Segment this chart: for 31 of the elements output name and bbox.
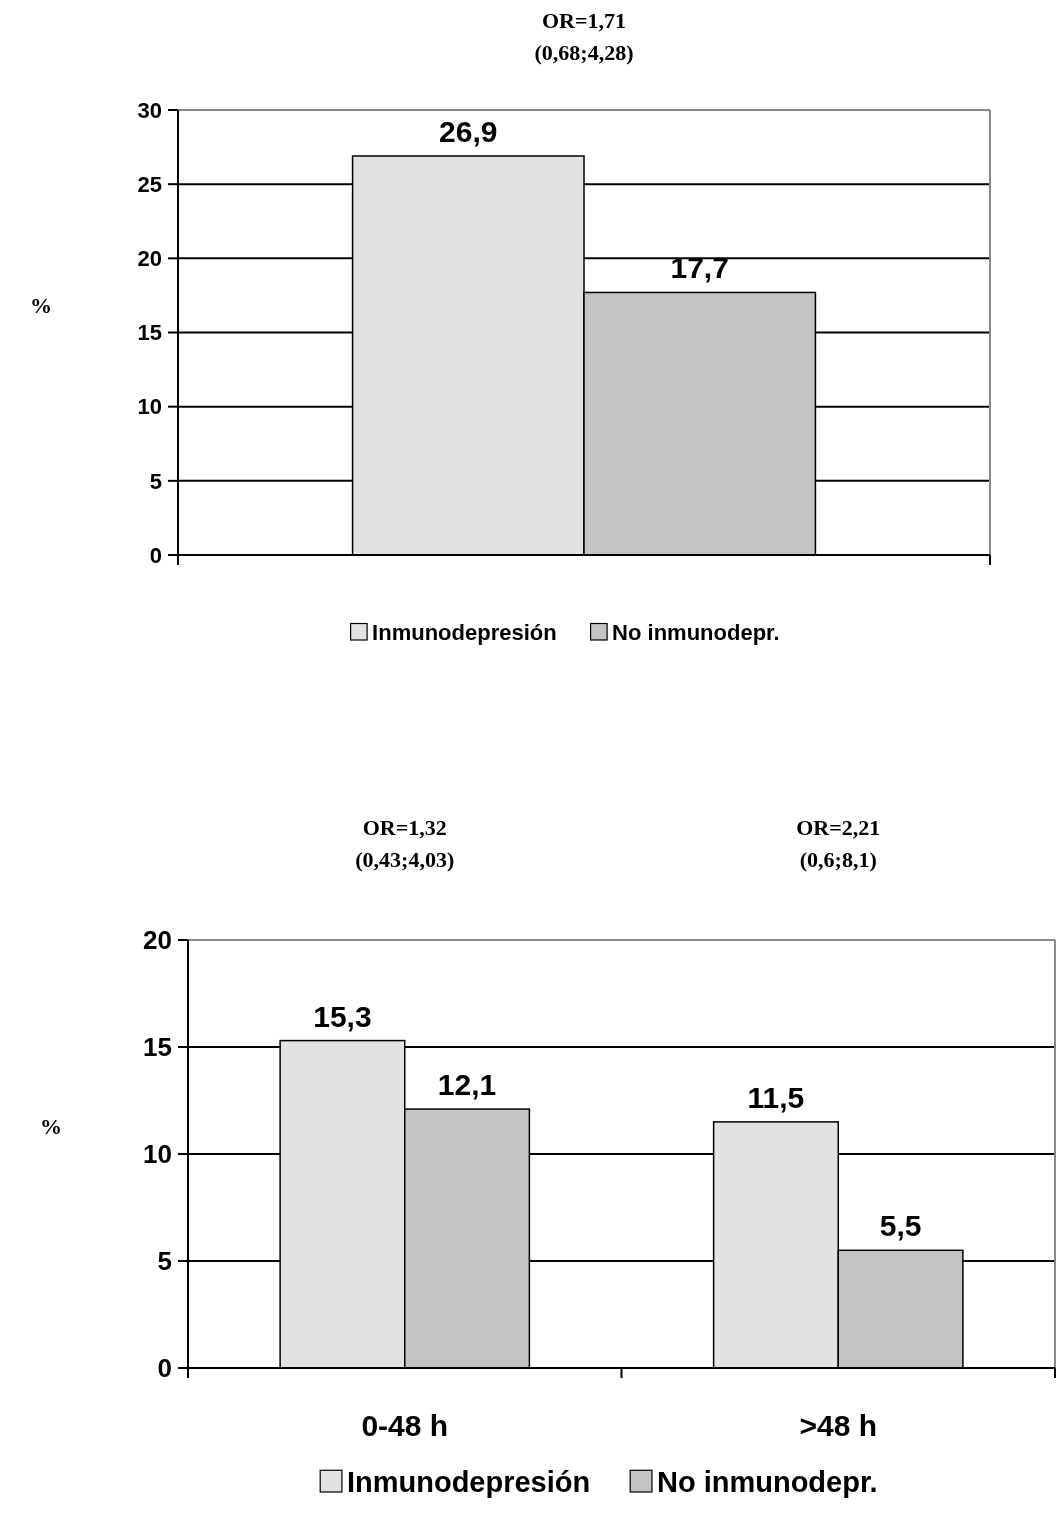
legend-label: No inmunodepr. — [656, 1466, 878, 1498]
y-tick-label: 15 — [137, 320, 162, 346]
y-axis-title: % — [30, 292, 52, 318]
data-label: 5,5 — [879, 1209, 922, 1243]
text: OR=1,71 — [541, 8, 627, 33]
legend-label: Inmunodepresión — [372, 620, 557, 645]
x-tick-label: 0-48 h — [361, 1409, 449, 1442]
data-label: 12,1 — [437, 1068, 497, 1102]
text: OR=2,21 — [796, 815, 881, 840]
y-tick-label: 15 — [143, 1032, 172, 1063]
y-tick-label: 5 — [149, 468, 162, 494]
legend-label: Inmunodepresión — [346, 1466, 591, 1498]
y-tick-label: 30 — [137, 97, 162, 123]
data-label: 15,3 — [313, 999, 372, 1033]
data-label: 11,5 — [747, 1080, 805, 1114]
text: (0,68;4,28) — [534, 40, 634, 65]
text: (0,43;4,03) — [355, 847, 455, 872]
y-tick-label: 20 — [137, 246, 162, 272]
y-axis-title: % — [40, 1114, 62, 1139]
y-tick-label: 0 — [157, 1353, 172, 1384]
y-tick-label: 5 — [157, 1246, 172, 1277]
y-tick-label: 25 — [137, 171, 162, 197]
text: OR=1,32 — [362, 815, 447, 840]
legend-label: No inmunodepr. — [612, 620, 780, 645]
y-tick-label: 10 — [137, 394, 162, 420]
text: (0,6;8,1) — [799, 847, 877, 872]
data-label: 26,9 — [439, 114, 498, 148]
y-tick-label: 20 — [143, 925, 172, 956]
y-tick-label: 10 — [143, 1139, 172, 1170]
y-tick-label: 0 — [149, 542, 162, 568]
x-tick-label: >48 h — [799, 1409, 878, 1442]
